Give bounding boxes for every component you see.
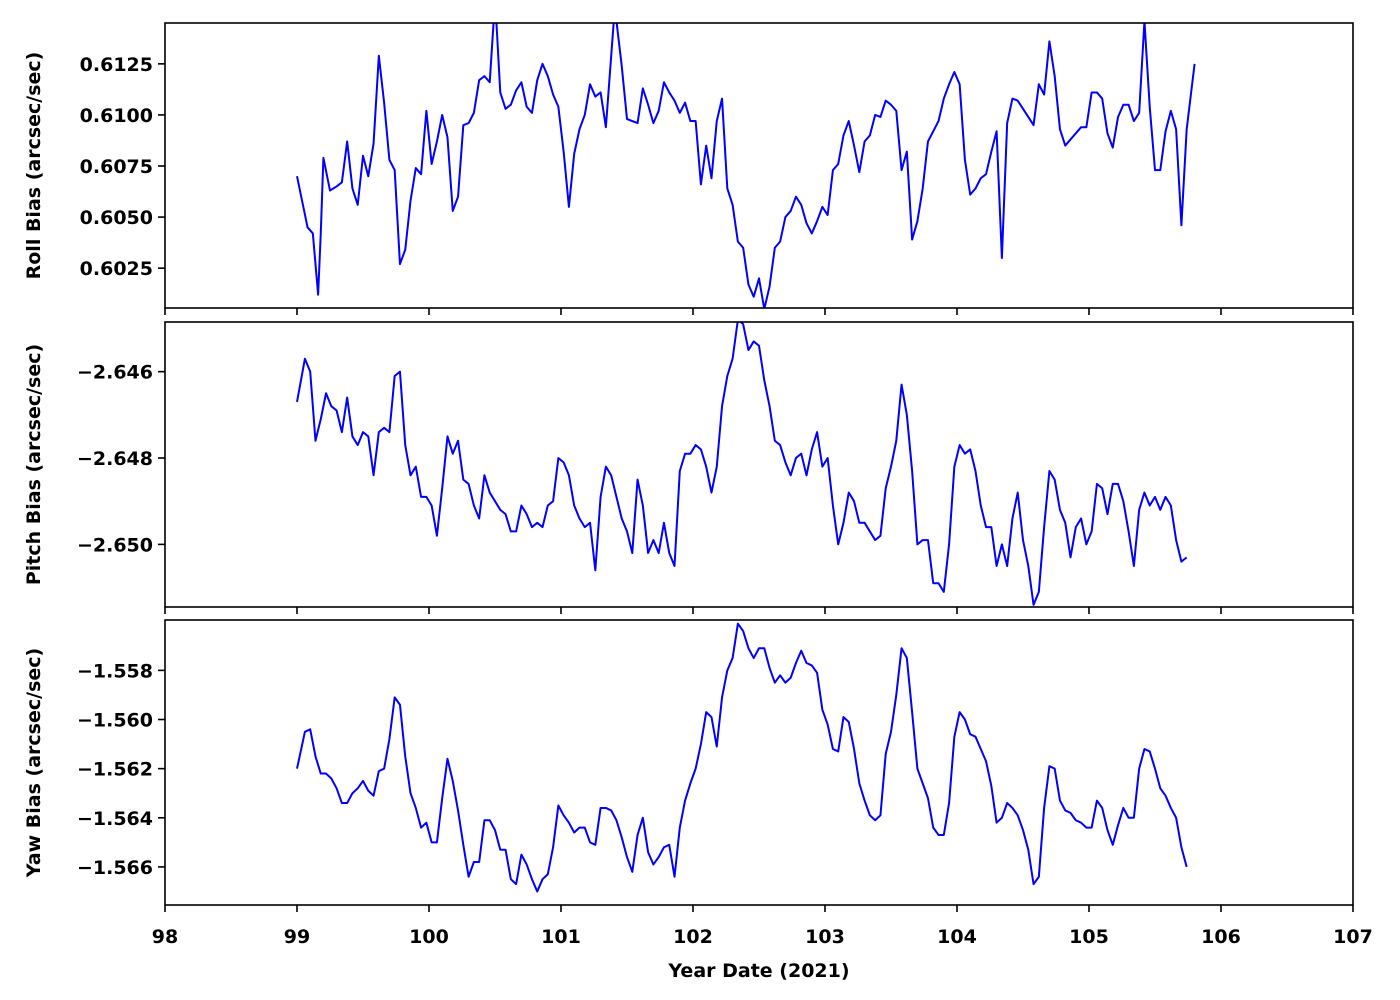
- yaw-xtick-label: 106: [1201, 926, 1241, 948]
- pitch-axes-frame: [164, 321, 1354, 608]
- yaw-ytick-label: −1.562: [77, 759, 153, 781]
- yaw-ylabel: Yaw Bias (arcsec/sec): [23, 648, 45, 878]
- yaw-xtick-label: 99: [284, 926, 310, 948]
- yaw-xtick-label: 100: [409, 926, 449, 948]
- yaw-ytick-label: −1.558: [77, 660, 153, 682]
- yaw-ytick-label: −1.564: [77, 808, 153, 830]
- yaw-xtick-label: 105: [1069, 926, 1109, 948]
- xlabel: Year Date (2021): [667, 960, 849, 982]
- yaw-xtick-label: 98: [152, 926, 178, 948]
- yaw-xtick-label: 104: [937, 926, 977, 948]
- yaw-xtick-label: 103: [805, 926, 845, 948]
- yaw-ytick-label: −1.560: [77, 710, 153, 732]
- roll-ytick-label: 0.6025: [80, 258, 153, 280]
- yaw-xtick-label: 101: [541, 926, 581, 948]
- pitch-ytick-label: −2.648: [77, 448, 153, 470]
- roll-ylabel: Roll Bias (arcsec/sec): [23, 52, 45, 280]
- yaw-xtick-label: 107: [1333, 926, 1373, 948]
- pitch-ylabel: Pitch Bias (arcsec/sec): [23, 344, 45, 585]
- roll-series-line: [296, 23, 1196, 308]
- yaw-axes-frame: [164, 619, 1354, 906]
- roll-panel: 0.6025 0.6050 0.6075 0.6100 0.6125 Roll Bias …: [23, 22, 1354, 315]
- roll-ytick-label: 0.6050: [80, 207, 153, 229]
- yaw-ytick-label: −1.566: [77, 857, 153, 879]
- pitch-ytick-label: −2.646: [77, 362, 153, 384]
- pitch-series-line: [296, 322, 1188, 606]
- pitch-ytick-label: −2.650: [77, 534, 153, 556]
- yaw-panel: −1.558 −1.560 −1.562 −1.564 −1.566 98 99 100 101…: [23, 619, 1373, 982]
- roll-ytick-label: 0.6075: [80, 156, 153, 178]
- yaw-series-line: [296, 622, 1188, 893]
- roll-ytick-label: 0.6100: [80, 105, 153, 127]
- roll-ytick-label: 0.6125: [80, 54, 153, 76]
- pitch-panel: −2.646 −2.648 −2.650 Pitch Bias (arcsec/sec…: [23, 321, 1354, 614]
- yaw-xtick-label: 102: [673, 926, 713, 948]
